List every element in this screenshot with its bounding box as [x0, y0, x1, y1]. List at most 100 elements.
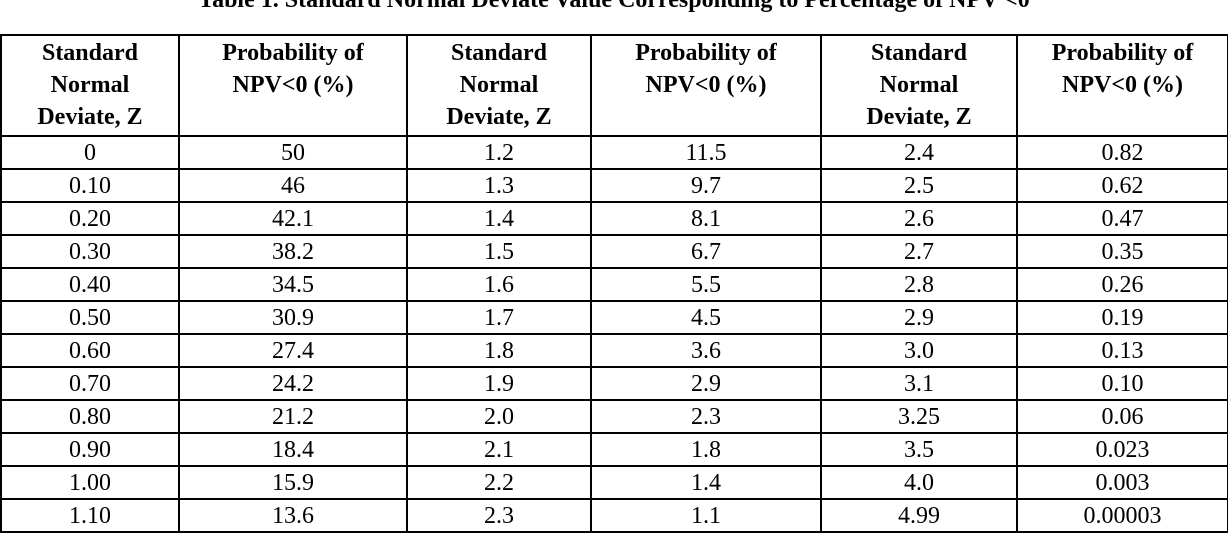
cell-probability: 30.9 [178, 300, 408, 335]
cell-z-value: 2.5 [820, 168, 1018, 203]
cell-z-value: 1.8 [406, 333, 592, 368]
column-header-line: Deviate, Z [446, 104, 552, 130]
cell-probability: 0.00003 [1016, 498, 1228, 533]
cell-probability: 0.82 [1016, 135, 1228, 170]
table-row: 1.10 13.6 2.3 1.1 4.99 0.00003 [0, 498, 1228, 533]
cell-z-value: 0.50 [0, 300, 180, 335]
cell-probability: 9.7 [590, 168, 822, 203]
cell-probability: 2.9 [590, 366, 822, 401]
cell-probability: 0.62 [1016, 168, 1228, 203]
cell-probability: 0.35 [1016, 234, 1228, 269]
table-row: 0.90 18.4 2.1 1.8 3.5 0.023 [0, 432, 1228, 467]
header-row: Standard Normal Deviate, Z Probability of NP… [0, 34, 1228, 137]
table-caption: Table 1. Standard Normal Deviate Value C… [198, 0, 1030, 13]
table-row: 0.30 38.2 1.5 6.7 2.7 0.35 [0, 234, 1228, 269]
column-header-line: Probability of [222, 40, 364, 66]
cell-probability: 1.4 [590, 465, 822, 500]
cell-z-value: 3.5 [820, 432, 1018, 467]
cell-z-value: 0.90 [0, 432, 180, 467]
cell-z-value: 1.9 [406, 366, 592, 401]
cell-probability: 0.003 [1016, 465, 1228, 500]
cell-probability: 42.1 [178, 201, 408, 236]
cell-z-value: 1.4 [406, 201, 592, 236]
cell-z-value: 0.80 [0, 399, 180, 434]
cell-probability: 5.5 [590, 267, 822, 302]
table-row: 0.80 21.2 2.0 2.3 3.25 0.06 [0, 399, 1228, 434]
z-value-table: Standard Normal Deviate, Z Probability of NP… [0, 34, 1228, 533]
cell-z-value: 0.70 [0, 366, 180, 401]
cell-probability: 0.13 [1016, 333, 1228, 368]
cell-z-value: 0.10 [0, 168, 180, 203]
column-header-line: Probability of [635, 40, 777, 66]
table-row: 0.60 27.4 1.8 3.6 3.0 0.13 [0, 333, 1228, 368]
table-row: 0.70 24.2 1.9 2.9 3.1 0.10 [0, 366, 1228, 401]
cell-z-value: 2.6 [820, 201, 1018, 236]
cell-probability: 38.2 [178, 234, 408, 269]
cell-z-value: 4.0 [820, 465, 1018, 500]
column-header-line: Normal [459, 72, 539, 98]
cell-probability: 11.5 [590, 135, 822, 170]
cell-probability: 0.26 [1016, 267, 1228, 302]
cell-z-value: 3.25 [820, 399, 1018, 434]
column-header-line: NPV<0 (%) [645, 72, 767, 98]
cell-z-value: 2.0 [406, 399, 592, 434]
cell-probability: 2.3 [590, 399, 822, 434]
cell-probability: 0.47 [1016, 201, 1228, 236]
cell-probability: 46 [178, 168, 408, 203]
cell-probability: 13.6 [178, 498, 408, 533]
cell-z-value: 1.3 [406, 168, 592, 203]
cell-probability: 15.9 [178, 465, 408, 500]
column-header-probability: Probability of NPV<0 (%) [1016, 34, 1228, 137]
cell-z-value: 2.7 [820, 234, 1018, 269]
column-header-line: Normal [50, 72, 130, 98]
cell-z-value: 3.1 [820, 366, 1018, 401]
column-header-line: Standard [450, 40, 548, 66]
column-header-line: NPV<0 (%) [232, 72, 354, 98]
table-row: 0.40 34.5 1.6 5.5 2.8 0.26 [0, 267, 1228, 302]
cell-z-value: 0.30 [0, 234, 180, 269]
column-header-line: Standard [41, 40, 139, 66]
cell-z-value: 0 [0, 135, 180, 170]
cell-probability: 0.023 [1016, 432, 1228, 467]
cell-probability: 21.2 [178, 399, 408, 434]
column-header-z: Standard Normal Deviate, Z [0, 34, 180, 137]
cell-z-value: 1.10 [0, 498, 180, 533]
table-body: 0 50 1.2 11.5 2.4 0.82 0.10 46 1.3 9.7 2.5 0.62 0.20… [0, 135, 1228, 533]
cell-z-value: 2.8 [820, 267, 1018, 302]
cell-z-value: 3.0 [820, 333, 1018, 368]
column-header-probability: Probability of NPV<0 (%) [178, 34, 408, 137]
cell-probability: 4.5 [590, 300, 822, 335]
column-header-line: Normal [879, 72, 959, 98]
cell-probability: 8.1 [590, 201, 822, 236]
column-header-line: Probability of [1051, 40, 1194, 66]
cell-z-value: 2.2 [406, 465, 592, 500]
cell-probability: 0.19 [1016, 300, 1228, 335]
table-row: 0.10 46 1.3 9.7 2.5 0.62 [0, 168, 1228, 203]
table-header: Standard Normal Deviate, Z Probability of NP… [0, 34, 1228, 137]
cell-z-value: 0.60 [0, 333, 180, 368]
cell-z-value: 2.3 [406, 498, 592, 533]
table-row: 0 50 1.2 11.5 2.4 0.82 [0, 135, 1228, 170]
cell-z-value: 0.20 [0, 201, 180, 236]
column-header-z: Standard Normal Deviate, Z [406, 34, 592, 137]
cell-probability: 24.2 [178, 366, 408, 401]
column-header-line: Deviate, Z [37, 104, 143, 130]
cell-probability: 0.06 [1016, 399, 1228, 434]
cell-probability: 27.4 [178, 333, 408, 368]
cell-probability: 18.4 [178, 432, 408, 467]
table-row: 0.20 42.1 1.4 8.1 2.6 0.47 [0, 201, 1228, 236]
column-header-line: NPV<0 (%) [1062, 72, 1183, 98]
cell-probability: 1.1 [590, 498, 822, 533]
cell-probability: 0.10 [1016, 366, 1228, 401]
column-header-probability: Probability of NPV<0 (%) [590, 34, 822, 137]
cell-probability: 6.7 [590, 234, 822, 269]
cell-z-value: 1.2 [406, 135, 592, 170]
cell-z-value: 2.4 [820, 135, 1018, 170]
cell-z-value: 1.7 [406, 300, 592, 335]
table-row: 1.00 15.9 2.2 1.4 4.0 0.003 [0, 465, 1228, 500]
cell-probability: 1.8 [590, 432, 822, 467]
cell-z-value: 1.00 [0, 465, 180, 500]
cell-z-value: 4.99 [820, 498, 1018, 533]
column-header-line: Standard [870, 40, 968, 66]
cell-probability: 34.5 [178, 267, 408, 302]
